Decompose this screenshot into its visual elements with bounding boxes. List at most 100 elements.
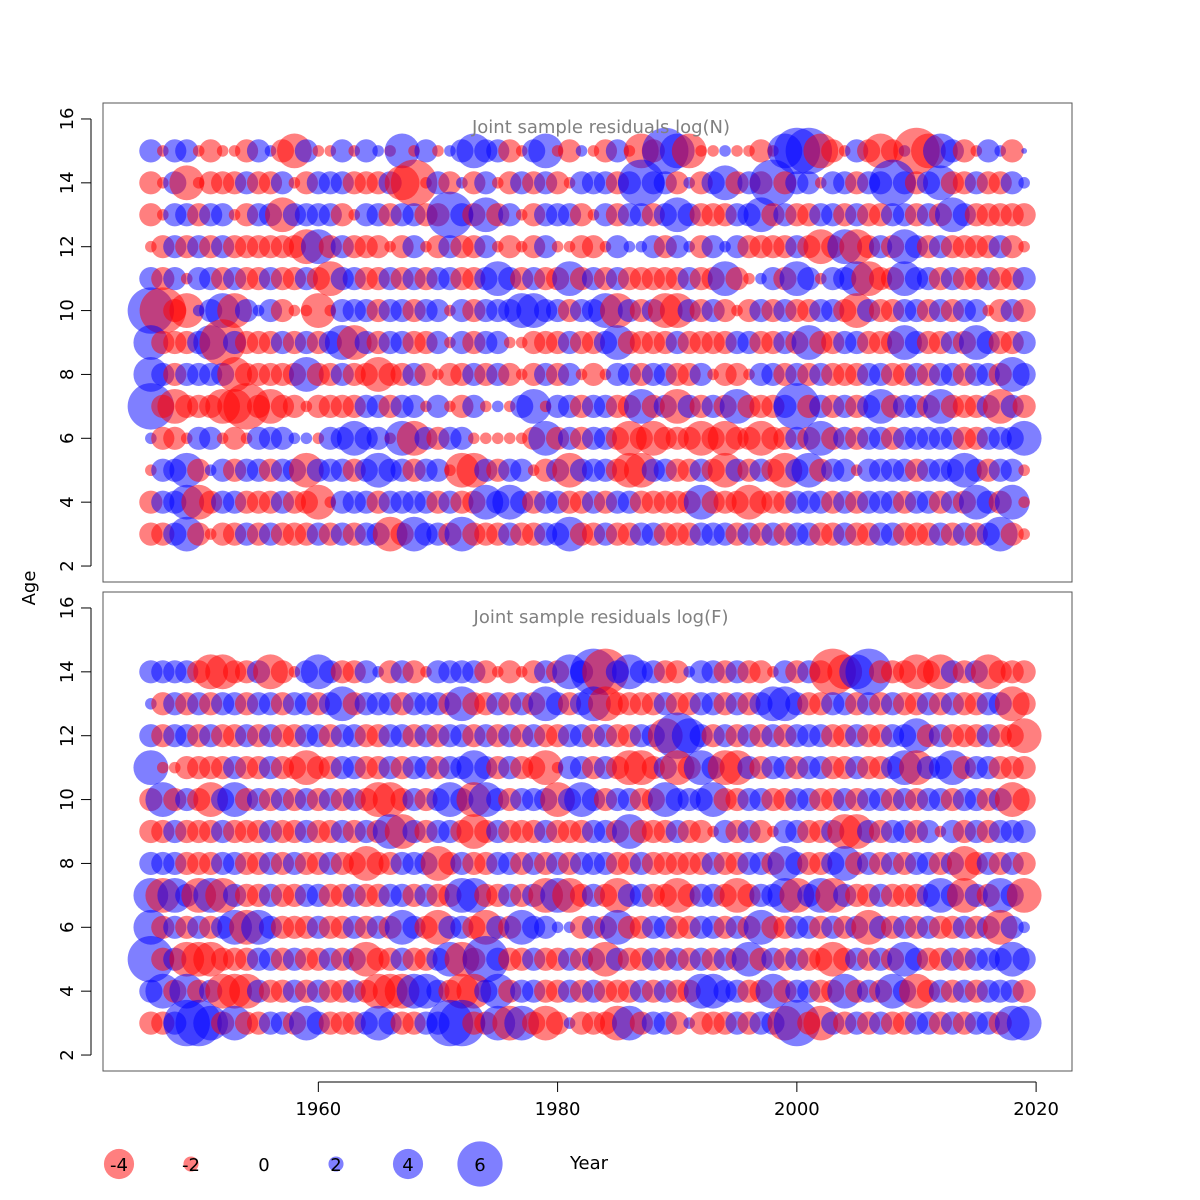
y-tick-label-n-16: 16 [57, 108, 78, 131]
residual-bubble-n-age15-1949 [175, 139, 199, 163]
legend-bubble-4 [392, 1148, 424, 1180]
legend-label-4: 4 [402, 1155, 413, 1176]
residual-bubble-f-age6-2018 [1000, 915, 1024, 939]
y-axis-label: Age [19, 571, 40, 606]
y-tick-label-f-4: 4 [57, 985, 78, 996]
residual-bubble-n-age6-1975 [491, 432, 504, 445]
residual-bubble-n-age15-1991 [671, 133, 707, 169]
residual-bubble-n-age10-2015 [964, 298, 988, 323]
residual-bubble-n-age13-1971 [426, 191, 474, 238]
residual-bubble-n-age7-1975 [491, 400, 504, 413]
panel-log-n-title: Joint sample residuals log(N) [471, 117, 730, 138]
legend-label--2: -2 [182, 1155, 200, 1176]
residual-bubble-n-age6-1959 [300, 432, 313, 445]
residual-bubble-n-age6-1958 [288, 432, 301, 445]
residual-bubble-n-age4-2019 [1018, 496, 1030, 508]
residual-bubble-n-age11-2001 [797, 267, 821, 291]
residual-bubble-f-age7-2019 [1006, 877, 1042, 913]
residual-bubble-f-age4-2019 [1012, 979, 1036, 1003]
residual-bubble-n-age6-1974 [480, 432, 492, 445]
residual-bubble-n-age14-2018 [1000, 171, 1024, 195]
residual-bubble-n-age11-1995 [725, 267, 749, 291]
residual-bubble-n-age7-1968 [402, 394, 426, 418]
x-axis-label: Year [569, 1153, 609, 1174]
x-tick-label-2000: 2000 [774, 1099, 820, 1120]
residual-bubble-f-age3-1990 [665, 1011, 689, 1035]
residual-bubble-n-age10-1994 [713, 298, 737, 323]
residual-bubble-n-age7-1958 [282, 394, 307, 418]
y-tick-label-n-14: 14 [57, 171, 78, 194]
residual-bubble-n-age10-1958 [288, 304, 301, 317]
legend-bubble--2 [183, 1156, 199, 1172]
residual-bubble-n-age15-1994 [719, 145, 731, 157]
residual-bubble-n-age8-2019 [1012, 362, 1036, 387]
residual-bubble-n-age13-1982 [569, 203, 594, 227]
residual-bubble-n-age14-1980 [545, 171, 570, 195]
residual-bubble-f-age14-1974 [474, 660, 498, 684]
residual-bubble-n-age12-1983 [581, 235, 606, 259]
residual-bubble-n-age15-1951 [199, 139, 223, 163]
residual-bubble-n-age3-2019 [1018, 528, 1030, 540]
residual-bubble-n-age6-1973 [468, 432, 480, 445]
panel-log-n-y-axis: 2 4 6 8 10 12 14 16 [57, 108, 92, 572]
residual-bubble-n-age15-2003 [821, 139, 845, 163]
residual-bubble-n-age7-2019 [1012, 394, 1036, 418]
residual-bubble-f-age10-2019 [1012, 787, 1036, 812]
residual-bubble-n-age5-2004 [833, 458, 857, 482]
residual-bubble-n-age4-2018 [994, 484, 1030, 520]
residual-bubble-n-age7-2000 [773, 383, 821, 430]
residual-bubble-n-age14-1987 [618, 159, 665, 207]
residual-bubble-n-age11-2019 [1012, 267, 1036, 291]
residual-bubble-n-age15-1962 [330, 139, 354, 163]
residual-bubble-n-age14-2008 [869, 159, 916, 207]
residual-bubble-n-age11-1948 [163, 267, 187, 291]
y-tick-label-n-8: 8 [57, 369, 78, 380]
residual-bubble-n-age6-1976 [503, 432, 516, 445]
residual-bubble-n-age6-1953 [222, 426, 247, 450]
residual-bubble-n-age15-1960 [312, 145, 325, 157]
x-tick-label-2020: 2020 [1013, 1099, 1059, 1120]
residual-bubble-n-age3-2018 [1000, 522, 1024, 546]
residual-bubble-f-age14-2006 [845, 648, 892, 696]
residual-bubble-n-age5-2018 [1000, 458, 1024, 482]
residual-bubble-n-age15-2018 [1000, 139, 1024, 163]
residual-bubble-n-age14-1946 [139, 171, 163, 195]
residual-bubble-n-age6-2019 [1006, 420, 1042, 456]
residual-bubble-n-age8-1981 [557, 362, 582, 387]
residual-bubble-n-age15-1981 [557, 139, 582, 163]
residual-bubble-n-age12-1985 [605, 235, 630, 259]
residual-bubble-n-age12-1993 [701, 235, 725, 259]
residual-bubble-n-age12-1979 [534, 235, 558, 259]
residual-bubble-f-age3-2019 [1006, 1005, 1042, 1041]
residual-bubble-n-age15-1982 [575, 145, 588, 157]
residual-bubble-n-age3-1950 [187, 522, 211, 546]
residual-bubble-n-age8-1969 [414, 362, 438, 387]
residual-bubble-n-age9-1975 [486, 330, 510, 355]
residual-bubble-f-age12-2019 [1006, 718, 1042, 754]
residual-bubble-n-age8-1995 [725, 362, 749, 387]
residual-bubble-n-age5-2019 [1018, 464, 1030, 477]
y-tick-label-f-10: 10 [57, 788, 78, 811]
residual-bubble-n-age13-2019 [1012, 203, 1036, 227]
residual-bubble-n-age14-1998 [749, 159, 797, 207]
residual-bubble-n-age11-1996 [743, 272, 755, 285]
legend-bubble-6 [457, 1141, 503, 1187]
residual-bubble-n-age15-1965 [372, 145, 384, 157]
residual-bubble-n-age15-1979 [528, 133, 564, 169]
residual-bubble-n-age15-1967 [384, 133, 420, 169]
residual-bubble-n-age15-1985 [605, 139, 630, 163]
residual-bubble-f-age5-2019 [1012, 947, 1036, 971]
residual-bubble-n-age5-1977 [510, 458, 534, 482]
y-tick-label-f-8: 8 [57, 858, 78, 869]
residual-bubble-n-age7-1974 [480, 400, 492, 413]
residual-bubble-f-age9-2019 [1012, 819, 1036, 844]
residual-bubble-f-age14-2019 [1012, 660, 1036, 684]
residual-bubble-f-age6-1980 [551, 921, 564, 934]
residual-size-legend: -4 -2 0 2 4 6 [103, 1141, 503, 1187]
residual-bubble-n-age9-2019 [1012, 330, 1036, 355]
panel-log-f-frame [102, 591, 1073, 1072]
y-tick-label-n-10: 10 [57, 299, 78, 322]
residual-bubble-f-age9-1997 [749, 819, 773, 844]
residual-bubble-f-age14-1957 [270, 660, 295, 684]
